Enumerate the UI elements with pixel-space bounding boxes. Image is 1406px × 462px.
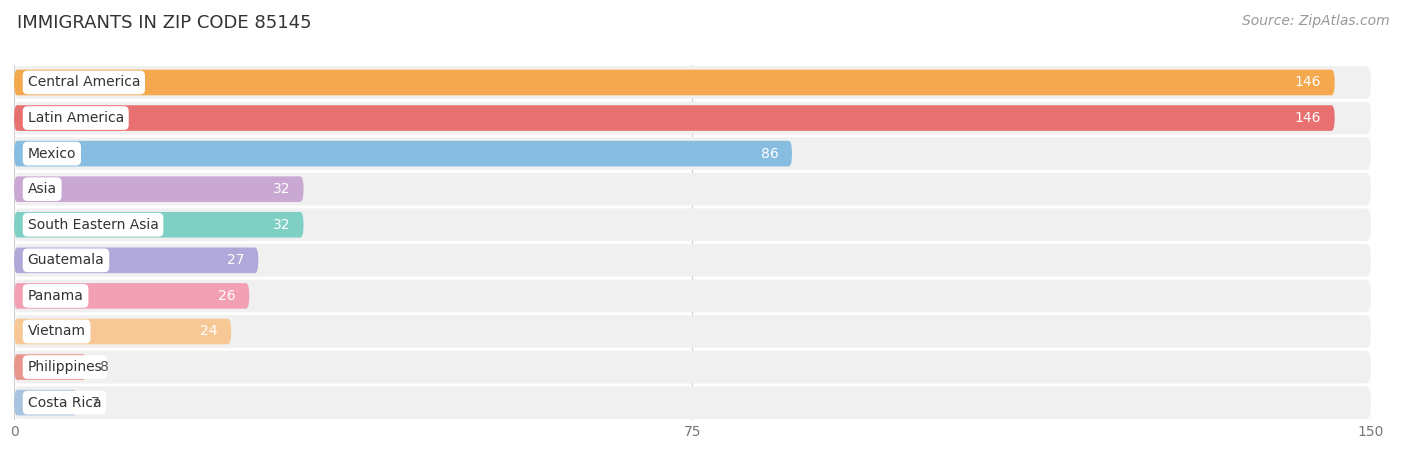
Text: 146: 146	[1295, 111, 1322, 125]
Text: 32: 32	[273, 182, 290, 196]
Text: 146: 146	[1295, 75, 1322, 90]
Text: 24: 24	[200, 324, 218, 339]
FancyBboxPatch shape	[14, 354, 86, 380]
Text: IMMIGRANTS IN ZIP CODE 85145: IMMIGRANTS IN ZIP CODE 85145	[17, 14, 312, 32]
FancyBboxPatch shape	[14, 283, 249, 309]
Text: Costa Rica: Costa Rica	[28, 395, 101, 410]
Text: 26: 26	[218, 289, 236, 303]
Text: Mexico: Mexico	[28, 146, 76, 161]
FancyBboxPatch shape	[14, 66, 1371, 99]
FancyBboxPatch shape	[14, 102, 1371, 134]
FancyBboxPatch shape	[14, 105, 1334, 131]
Text: 27: 27	[228, 253, 245, 267]
FancyBboxPatch shape	[14, 248, 259, 273]
Text: Latin America: Latin America	[28, 111, 124, 125]
Text: Central America: Central America	[28, 75, 141, 90]
FancyBboxPatch shape	[14, 208, 1371, 241]
FancyBboxPatch shape	[14, 212, 304, 237]
Text: Guatemala: Guatemala	[28, 253, 104, 267]
FancyBboxPatch shape	[14, 390, 77, 415]
Text: 32: 32	[273, 218, 290, 232]
FancyBboxPatch shape	[14, 351, 1371, 383]
Text: Philippines: Philippines	[28, 360, 103, 374]
Text: Panama: Panama	[28, 289, 83, 303]
Text: 8: 8	[100, 360, 108, 374]
FancyBboxPatch shape	[14, 280, 1371, 312]
Text: Asia: Asia	[28, 182, 56, 196]
FancyBboxPatch shape	[14, 70, 1334, 95]
FancyBboxPatch shape	[14, 244, 1371, 277]
FancyBboxPatch shape	[14, 315, 1371, 348]
Text: Source: ZipAtlas.com: Source: ZipAtlas.com	[1241, 14, 1389, 28]
FancyBboxPatch shape	[14, 173, 1371, 206]
Text: South Eastern Asia: South Eastern Asia	[28, 218, 159, 232]
FancyBboxPatch shape	[14, 137, 1371, 170]
FancyBboxPatch shape	[14, 141, 792, 166]
Text: 86: 86	[761, 146, 779, 161]
Text: 7: 7	[91, 395, 100, 410]
FancyBboxPatch shape	[14, 386, 1371, 419]
FancyBboxPatch shape	[14, 319, 231, 344]
FancyBboxPatch shape	[14, 176, 304, 202]
Text: Vietnam: Vietnam	[28, 324, 86, 339]
